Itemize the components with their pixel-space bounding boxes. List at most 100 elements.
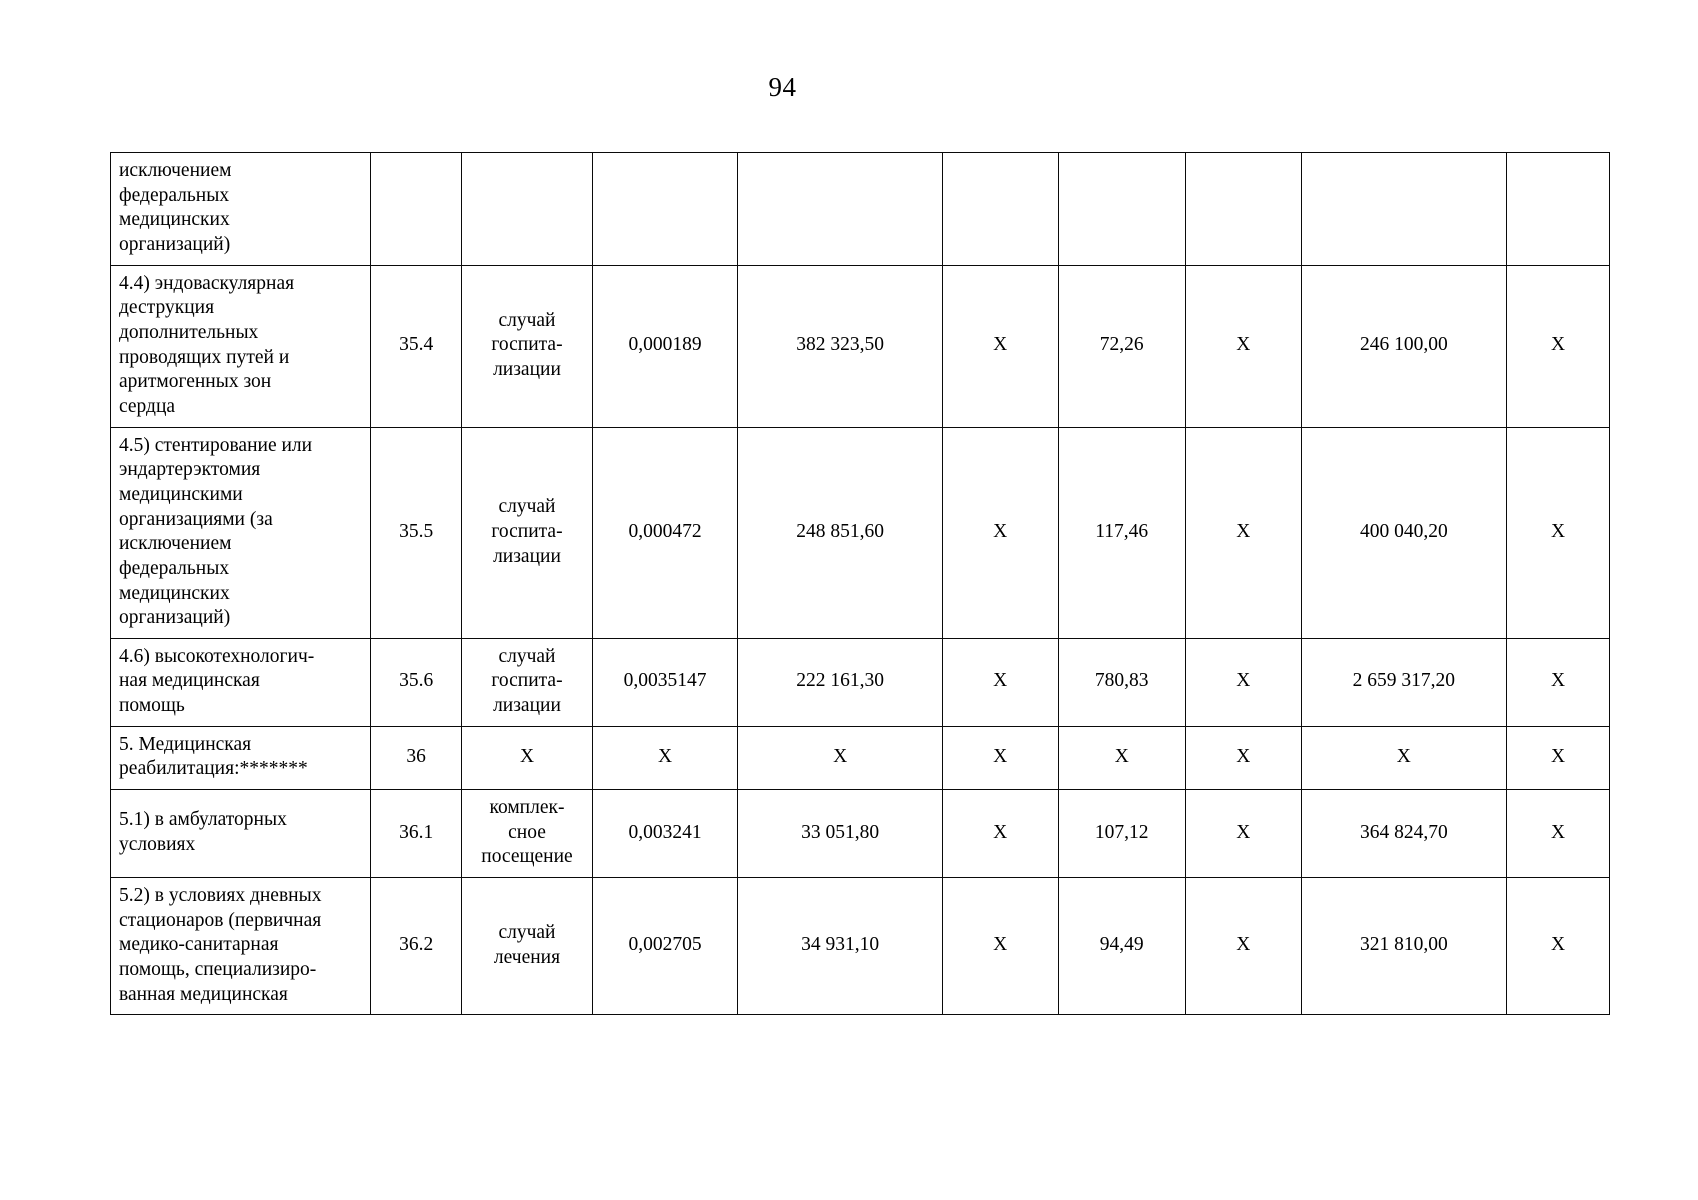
cell-service-name: 5. Медицинская реабилитация:******* (109, 725, 372, 791)
cell-service-name: 4.6) высокотехнологич- ная медицинская п… (109, 637, 372, 727)
cell-code (370, 152, 463, 266)
cell-service-name: исключением федеральных медицинских орга… (109, 152, 372, 266)
name-line: стационаров (первичная (119, 909, 322, 931)
name-line: ная медицинская (119, 670, 260, 692)
name-line: медико-санитарная (119, 934, 279, 956)
cell-cost: 222 161,30 (737, 637, 943, 727)
unit-line: посещение (481, 846, 573, 868)
cell-x1: X (941, 264, 1059, 428)
cell-volume: 0,0035147 (591, 637, 739, 727)
cell-code: 35.6 (370, 637, 463, 727)
unit-line: сное (508, 821, 546, 843)
cell-volume: X (591, 725, 739, 791)
unit-line: случай (498, 309, 556, 331)
unit-line: лечения (493, 946, 561, 968)
cell-x3: X (1506, 637, 1610, 727)
cell-total: 246 100,00 (1300, 264, 1508, 428)
table-row: 4.4) эндоваскулярная деструкция дополнит… (109, 264, 1610, 428)
name-line: дополнительных (119, 321, 259, 343)
table-row: 4.6) высокотехнологич- ная медицинская п… (109, 637, 1610, 727)
name-line: ванная медицинская (119, 983, 288, 1005)
cell-norm: 72,26 (1057, 264, 1186, 428)
cell-x3 (1506, 152, 1610, 266)
unit-line: лизации (493, 545, 561, 567)
cell-total: 321 810,00 (1300, 877, 1508, 1016)
table-row: исключением федеральных медицинских орга… (109, 152, 1610, 266)
cell-code: 35.5 (370, 426, 463, 639)
table-row: 5.1) в амбулаторных условиях 36.1 компле… (109, 789, 1610, 879)
cell-cost: 34 931,10 (737, 877, 943, 1016)
table-body: исключением федеральных медицинских орга… (109, 152, 1610, 1016)
name-line: организаций) (119, 607, 231, 629)
cell-volume: 0,000472 (591, 426, 739, 639)
unit-line: госпита- (491, 520, 563, 542)
unit-line: лизации (493, 695, 561, 717)
cell-norm (1057, 152, 1186, 266)
name-line: исключением (119, 160, 232, 181)
cell-x3: X (1506, 264, 1610, 428)
cell-code: 35.4 (370, 264, 463, 428)
cell-x2: X (1184, 426, 1302, 639)
name-line: помощь, специализиро- (119, 959, 317, 981)
cell-x1: X (941, 637, 1059, 727)
unit-line: лизации (493, 358, 561, 380)
cell-cost: 33 051,80 (737, 789, 943, 879)
name-line: проводящих путей и (119, 346, 290, 368)
table-row: 4.5) стентирование или эндартерэктомия м… (109, 426, 1610, 639)
name-line: 5.1) в амбулаторных (119, 809, 287, 831)
name-line: сердца (119, 395, 176, 417)
name-line: условиях (119, 834, 196, 856)
cell-cost: 248 851,60 (737, 426, 943, 639)
cell-x1: X (941, 426, 1059, 639)
medical-program-table: исключением федеральных медицинских орга… (109, 152, 1610, 1016)
unit-line: случай (498, 922, 556, 944)
cell-x3: X (1506, 789, 1610, 879)
cell-total: X (1300, 725, 1508, 791)
name-line: реабилитация:******* (119, 758, 308, 780)
table-container: исключением федеральных медицинских орга… (109, 152, 1610, 1016)
cell-unit: X (461, 725, 593, 791)
unit-line: случай (498, 645, 556, 667)
unit-line: госпита- (491, 670, 563, 692)
cell-x1: X (941, 877, 1059, 1016)
cell-total (1300, 152, 1508, 266)
name-line: исключением (119, 533, 232, 555)
cell-service-name: 5.2) в условиях дневных стационаров (пер… (109, 877, 372, 1016)
name-line: аритмогенных зон (119, 371, 272, 393)
unit-line: случай (498, 496, 556, 518)
name-line: 4.4) эндоваскулярная (119, 272, 295, 294)
cell-cost: 382 323,50 (737, 264, 943, 428)
cell-volume: 0,002705 (591, 877, 739, 1016)
cell-volume: 0,000189 (591, 264, 739, 428)
cell-code: 36.1 (370, 789, 463, 879)
name-line: медицинских (119, 582, 230, 604)
name-line: деструкция (119, 297, 215, 319)
cell-unit: случай госпита- лизации (461, 637, 593, 727)
name-line: федеральных (119, 184, 230, 206)
name-line: медицинских (119, 209, 230, 231)
cell-x3: X (1506, 725, 1610, 791)
name-line: 5.2) в условиях дневных (119, 885, 322, 907)
cell-unit: случай госпита- лизации (461, 264, 593, 428)
cell-x1: X (941, 725, 1059, 791)
cell-code: 36.2 (370, 877, 463, 1016)
cell-cost: X (737, 725, 943, 791)
cell-unit: случай госпита- лизации (461, 426, 593, 639)
name-line: организациями (за (119, 508, 273, 530)
cell-x1: X (941, 789, 1059, 879)
cell-cost (737, 152, 943, 266)
cell-total: 364 824,70 (1300, 789, 1508, 879)
table-row: 5. Медицинская реабилитация:******* 36 X… (109, 725, 1610, 791)
cell-volume: 0,003241 (591, 789, 739, 879)
name-line: организаций) (119, 233, 231, 255)
cell-service-name: 5.1) в амбулаторных условиях (109, 789, 372, 879)
cell-norm: 780,83 (1057, 637, 1186, 727)
cell-x3: X (1506, 426, 1610, 639)
name-line: медицинскими (119, 483, 243, 505)
cell-norm: 94,49 (1057, 877, 1186, 1016)
name-line: 4.6) высокотехнологич- (119, 645, 315, 667)
cell-volume (591, 152, 739, 266)
cell-x2: X (1184, 789, 1302, 879)
name-line: федеральных (119, 557, 230, 579)
